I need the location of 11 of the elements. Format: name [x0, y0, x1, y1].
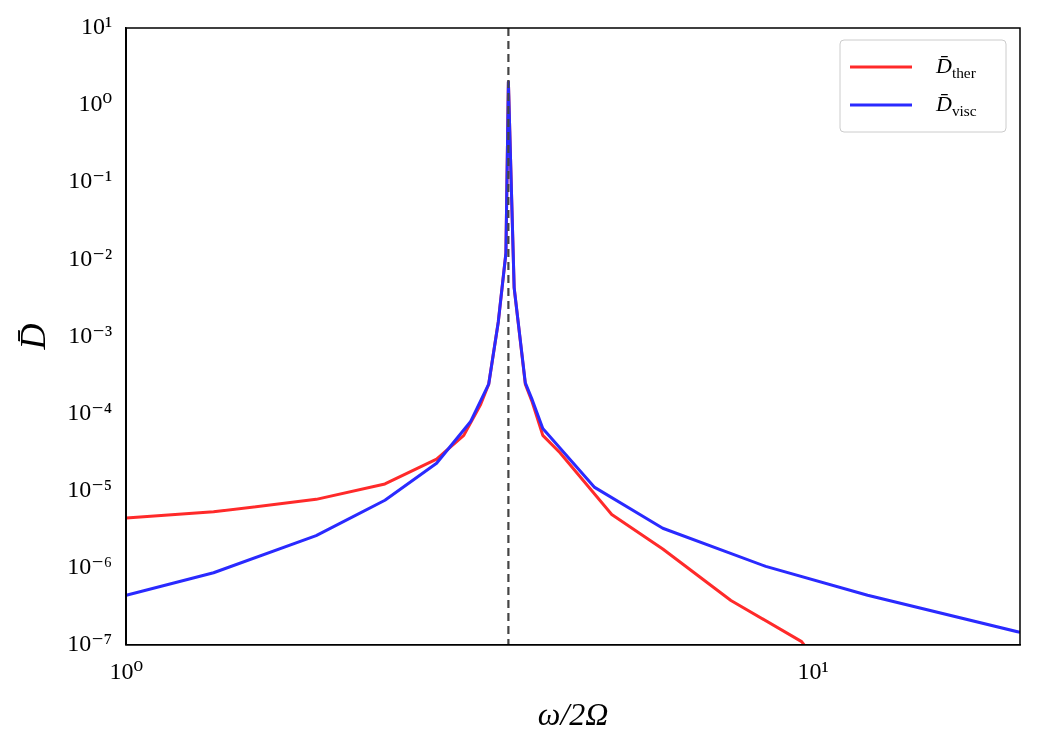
y-tick-label: 10⁻⁵	[67, 475, 113, 502]
y-tick-label: 10⁰	[78, 90, 113, 117]
y-tick-label: 10⁻³	[68, 321, 113, 348]
y-tick-label: 10⁻⁷	[67, 630, 113, 657]
x-axis-title: ω/2Ω	[537, 696, 609, 733]
y-tick-label: 10⁻¹	[68, 167, 113, 194]
y-tick-label: 10⁻²	[68, 244, 113, 271]
y-tick-label: 10¹	[81, 13, 113, 40]
y-axis-title: D̄	[13, 323, 54, 351]
y-tick-label: 10⁻⁴	[67, 398, 113, 425]
y-tick-label: 10⁻⁶	[67, 553, 113, 579]
